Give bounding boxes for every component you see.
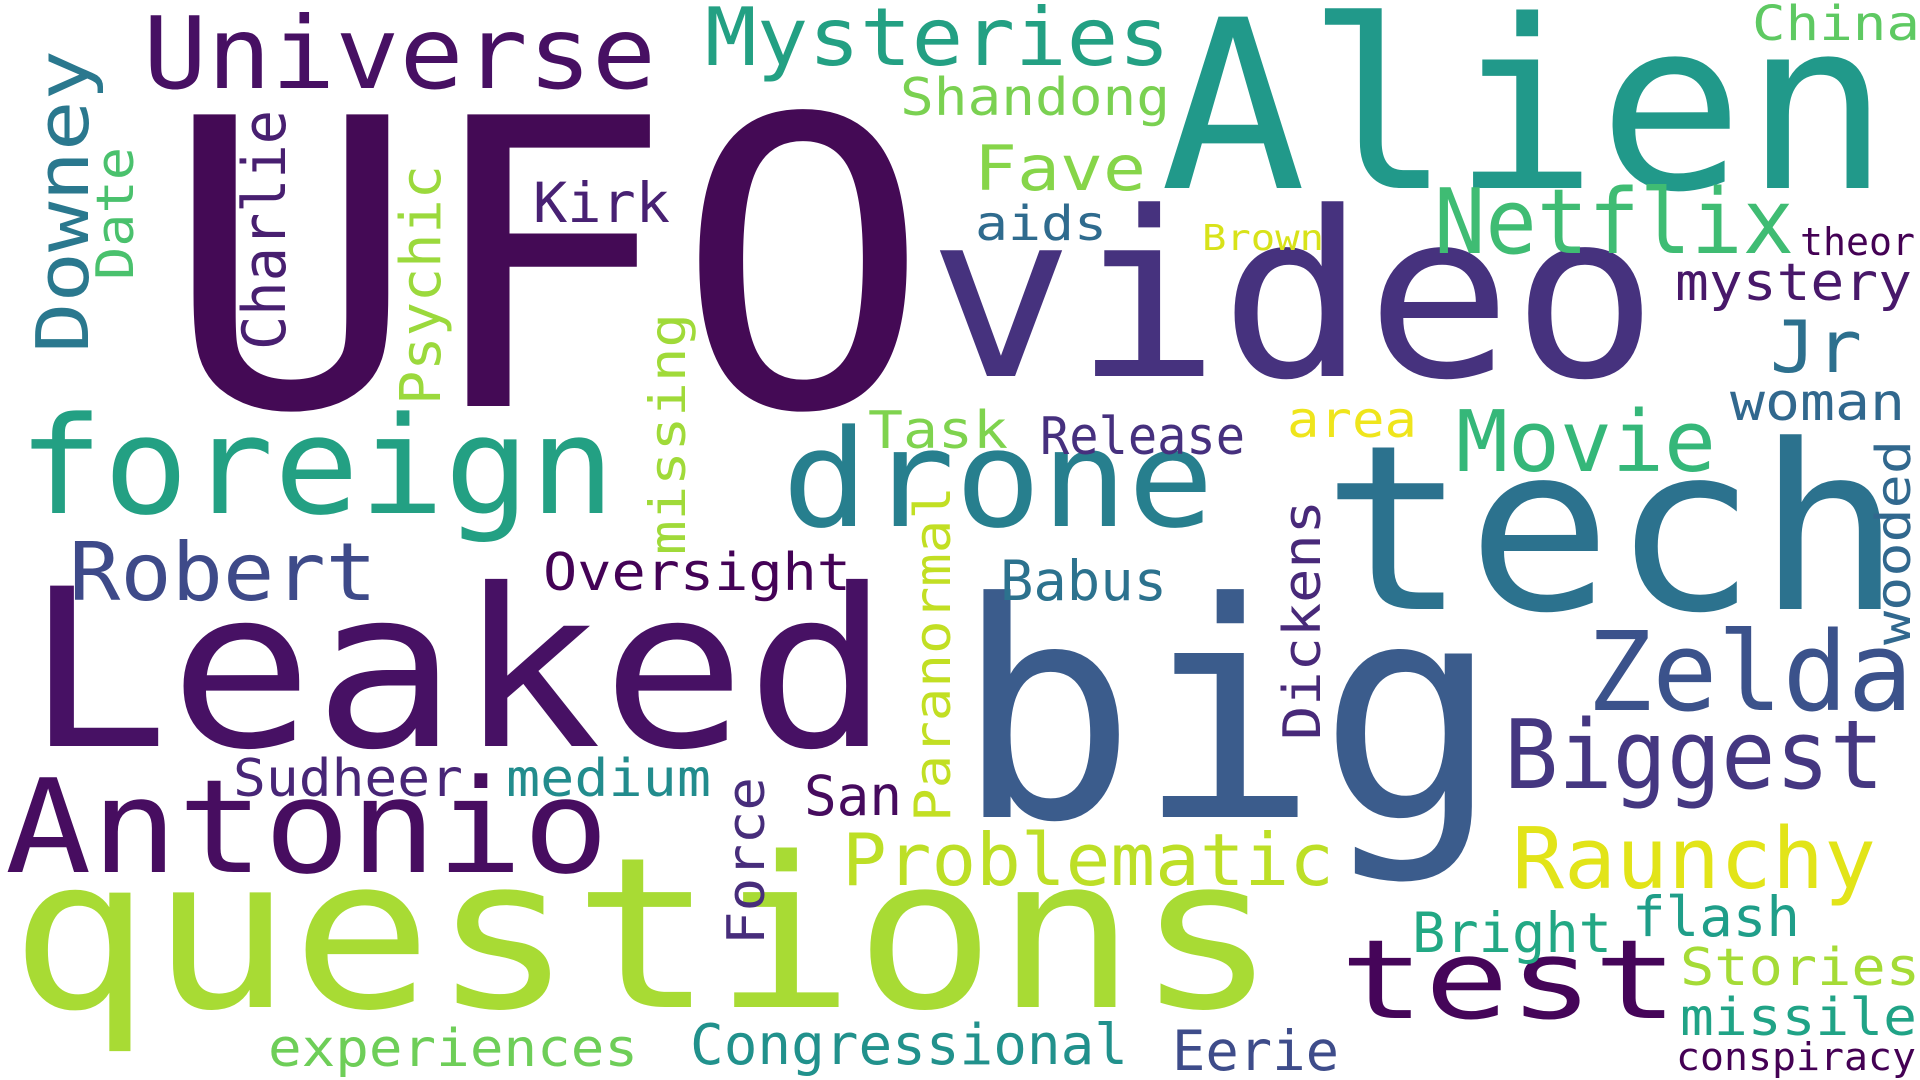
word-downey: Downey [21,50,105,353]
word-mysteries: Mysteries [705,0,1170,84]
word-problematic: Problematic [842,818,1334,902]
word-force: Force [717,777,777,945]
word-tech: tech [1322,397,1902,664]
word-big: big [955,539,1500,888]
word-bright: Bright [1412,901,1612,965]
word-date: Date [86,147,146,280]
word-oversight: Oversight [543,543,851,603]
word-shandong: Shandong [900,68,1170,128]
word-drone: drone [782,401,1214,558]
word-alien: Alien [1160,0,1890,244]
word-conspiracy: conspiracy [1676,1035,1916,1079]
word-woman: woman [1730,373,1905,433]
word-stories: Stories [1680,938,1920,998]
word-movie: Movie [1456,393,1716,492]
word-mystery: mystery [1675,253,1912,313]
word-fave: Fave [974,132,1146,205]
word-san: San [804,764,902,828]
word-eerie: Eerie [1172,1019,1339,1080]
word-task: Task [868,401,1008,461]
word-ufo: UFO [163,36,931,501]
word-zelda: Zelda [1587,608,1913,736]
word-babus: Babus [1000,549,1167,613]
word-dickens: Dickens [1273,500,1333,740]
word-theor: theor [1800,220,1915,264]
word-charlie: Charlie [230,110,300,350]
word-china: China [1752,0,1920,52]
word-brown: Brown [1202,218,1324,259]
word-aids: aids [975,196,1107,252]
word-wooded: wooded [1866,440,1920,645]
word-foreign: foreign [18,388,615,545]
word-universe: Universe [143,0,656,112]
word-netflix: Netflix [1434,170,1794,275]
word-congressional: Congressional [690,1013,1128,1078]
word-biggest: Biggest [1504,701,1884,811]
word-test: test [1340,916,1678,1044]
word-paranormal: Paranormal [904,486,962,822]
word-missing: missing [639,313,697,555]
word-raunchy: Raunchy [1512,810,1876,909]
word-flash: flash [1632,885,1800,949]
word-antonio: Antonio [5,751,609,903]
word-leaked: Leaked [25,542,890,798]
word-missile: missile [1680,988,1917,1048]
word-jr: Jr [1770,305,1862,389]
word-robert: Robert [69,526,377,619]
word-experiences: experiences [268,1019,638,1079]
word-medium: medium [506,749,711,809]
word-video: video [928,164,1658,431]
word-psychic: Psychic [389,165,454,405]
word-questions: questions [10,812,1277,1057]
word-area: area [1287,391,1417,449]
word-sudheer: Sudheer [233,749,463,809]
word-release: Release [1040,407,1245,467]
word-kirk: Kirk [533,171,670,235]
